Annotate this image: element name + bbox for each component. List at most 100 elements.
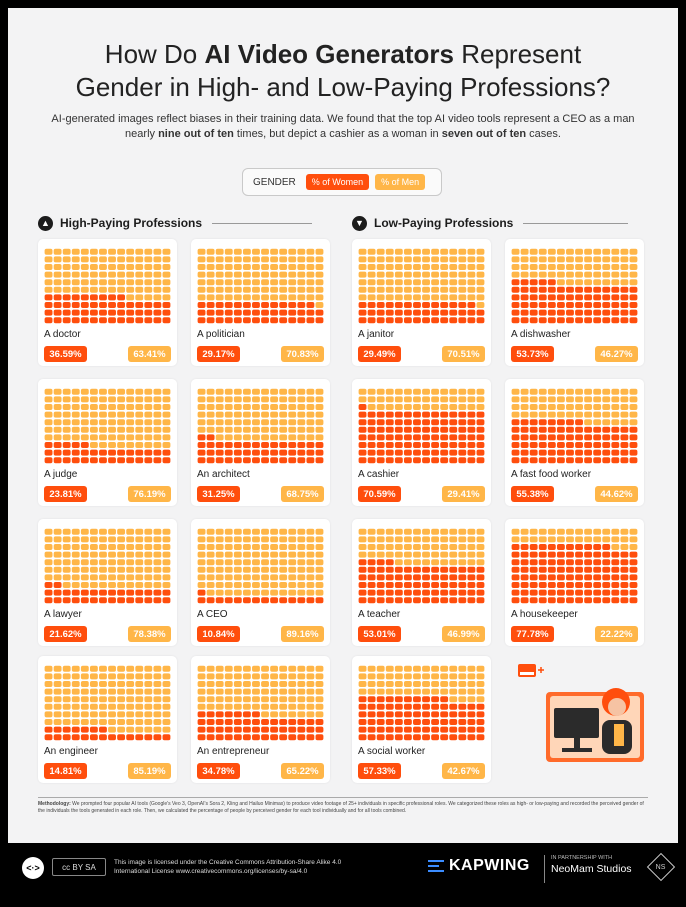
waffle-cell-men — [197, 566, 206, 573]
waffle-cell-women — [476, 589, 485, 596]
waffle-cell-men — [449, 528, 458, 535]
waffle-cell-women — [215, 317, 224, 324]
waffle-cell-men — [449, 256, 458, 263]
waffle-cell-men — [197, 551, 206, 558]
waffle-cell-men — [306, 528, 315, 535]
profession-label: A doctor — [44, 329, 81, 340]
waffle-cell-women — [458, 317, 467, 324]
waffle-cell-women — [538, 317, 547, 324]
waffle-cell-women — [566, 597, 574, 604]
waffle-cell-men — [252, 271, 260, 278]
waffle-cell-men — [413, 688, 421, 695]
waffle-cell-women — [279, 449, 288, 456]
waffle-cell-women — [197, 597, 206, 604]
waffle-cell-women — [117, 302, 126, 308]
waffle-cell-men — [306, 673, 315, 680]
waffle-cell-women — [126, 589, 135, 596]
waffle-cell-women — [315, 597, 324, 604]
waffle-cell-women — [413, 566, 421, 573]
kapwing-brand: KAPWING — [449, 857, 530, 874]
waffle-cell-men — [279, 559, 288, 566]
waffle-cell-men — [367, 688, 376, 695]
waffle-cell-men — [279, 248, 288, 255]
waffle-cell-men — [252, 419, 260, 426]
waffle-cell-men — [224, 528, 233, 535]
waffle-cell-women — [566, 551, 574, 558]
waffle-cell-men — [252, 665, 260, 672]
waffle-cell-men — [440, 264, 449, 270]
waffle-cell-women — [53, 317, 62, 324]
waffle-card: A lawyer 21.62% 78.38% — [38, 519, 177, 646]
embed-icon[interactable]: <·> — [22, 857, 44, 879]
waffle-cell-men — [279, 404, 288, 410]
waffle-cell-women — [413, 309, 421, 316]
waffle-cell-men — [62, 582, 71, 588]
waffle-cell-women — [279, 317, 288, 324]
waffle-cell-men — [153, 396, 162, 403]
waffle-cell-women — [440, 411, 449, 418]
waffle-cell-men — [467, 681, 476, 687]
waffle-cell-men — [233, 434, 242, 441]
waffle-cell-men — [367, 528, 376, 535]
waffle-cell-women — [547, 286, 556, 293]
waffle-cell-men — [556, 388, 565, 395]
waffle-cell-men — [403, 673, 412, 680]
waffle-cell-women — [538, 597, 547, 604]
waffle-cell-women — [279, 734, 288, 741]
waffle-cell-men — [80, 703, 89, 710]
waffle-cell-women — [385, 434, 394, 441]
waffle-cell-men — [394, 665, 403, 672]
waffle-cell-men — [71, 248, 80, 255]
waffle-cell-men — [602, 264, 611, 270]
waffle-cell-men — [306, 703, 315, 710]
kapwing-logo[interactable]: KAPWING — [428, 857, 530, 875]
waffle-cell-men — [279, 589, 288, 596]
waffle-cell-men — [162, 688, 171, 695]
waffle-cell-men — [71, 388, 80, 395]
waffle-cell-women — [431, 317, 440, 324]
waffle-cell-men — [288, 294, 297, 301]
waffle-cell-women — [394, 442, 403, 448]
section-title-low: Low-Paying Professions — [374, 216, 514, 230]
waffle-cell-men — [126, 582, 135, 588]
waffle-cell-men — [467, 388, 476, 395]
waffle-cell-women — [575, 286, 583, 293]
waffle-cell-men — [108, 279, 116, 286]
waffle-cell-men — [261, 279, 269, 286]
waffle-cell-men — [117, 396, 126, 403]
waffle-cell-women — [422, 597, 430, 604]
waffle-cell-men — [135, 566, 144, 573]
waffle-cell-women — [529, 559, 538, 566]
waffle-cell-women — [306, 719, 315, 725]
waffle-cell-women — [556, 559, 565, 566]
waffle-cell-men — [135, 279, 144, 286]
waffle-cell-men — [242, 551, 251, 558]
waffle-cell-men — [144, 582, 153, 588]
waffle-cell-men — [224, 411, 233, 418]
waffle-cell-women — [385, 457, 394, 464]
waffle-cell-women — [297, 317, 306, 324]
waffle-cell-men — [215, 673, 224, 680]
waffle-cell-men — [206, 688, 215, 695]
waffle-cell-men — [126, 271, 135, 278]
waffle-cell-men — [261, 551, 269, 558]
waffle-cell-women — [162, 457, 171, 464]
waffle-cell-men — [215, 404, 224, 410]
waffle-cell-women — [449, 703, 458, 710]
waffle-cell-women — [611, 566, 620, 573]
waffle-cell-men — [135, 396, 144, 403]
waffle-cell-women — [556, 566, 565, 573]
waffle-cell-men — [511, 411, 520, 418]
waffle-cell-women — [620, 309, 629, 316]
waffle-cell-men — [215, 589, 224, 596]
waffle-cell-women — [53, 457, 62, 464]
waffle-cell-women — [620, 302, 629, 308]
waffle-cell-women — [215, 734, 224, 741]
waffle-cell-women — [126, 449, 135, 456]
waffle-cell-men — [431, 688, 440, 695]
waffle-cell-women — [422, 309, 430, 316]
waffle-cell-women — [556, 419, 565, 426]
waffle-cell-men — [197, 286, 206, 293]
waffle-cell-women — [511, 559, 520, 566]
waffle-cell-men — [108, 551, 116, 558]
